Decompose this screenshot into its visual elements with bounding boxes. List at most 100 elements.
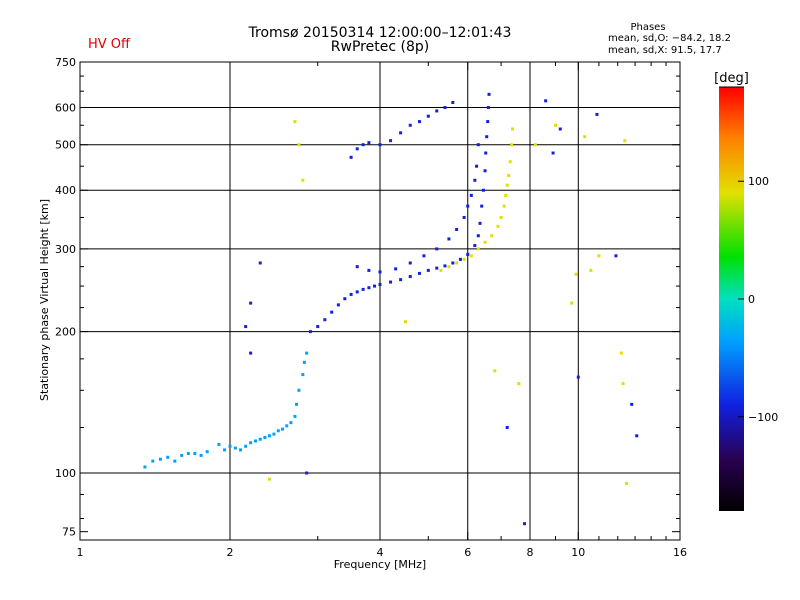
data-point [408,275,412,279]
data-point [143,465,147,469]
data-point [301,373,305,377]
data-point [576,375,580,379]
data-point [510,143,514,147]
data-point [625,481,629,485]
colorbar-label: [deg] [714,71,749,86]
colorbar-tick-label: −100 [748,411,778,424]
data-point [355,265,359,269]
data-point [466,252,470,256]
data-point [435,109,439,113]
phase-stats-x: mean, sd,X: 91.5, 17.7 [608,45,722,56]
data-point [551,151,555,155]
y-tick-label: 75 [62,526,76,539]
x-tick-label: 1 [77,546,84,559]
data-point [293,414,297,418]
data-point [476,234,480,238]
data-point [293,120,297,124]
data-point [305,471,309,475]
data-point [614,254,618,258]
data-point [475,164,479,168]
data-point [249,301,253,305]
data-point [462,215,466,219]
x-tick-label: 10 [571,546,585,559]
data-point [281,427,285,431]
y-tick-label: 500 [55,139,76,152]
data-point [635,434,639,438]
data-point [267,477,271,481]
data-point [253,439,257,443]
data-point [361,143,365,147]
data-point [435,247,439,251]
data-point [417,271,421,275]
data-point [217,442,221,446]
y-tick-label: 300 [55,243,76,256]
colorbar-tick-label: 0 [748,293,755,306]
data-point [595,112,599,116]
data-point [408,261,412,265]
data-point [355,147,359,151]
data-point [451,261,455,265]
data-point [511,127,515,131]
data-point [389,139,393,143]
data-point [508,160,512,164]
data-point [455,261,459,265]
data-point [505,425,509,429]
x-axis-label: Frequency [MHz] [334,558,426,571]
data-point [267,434,271,438]
data-point [389,280,393,284]
data-point [502,204,506,208]
data-point [473,178,477,182]
data-point [263,436,267,440]
data-point [297,143,301,147]
data-point [496,224,500,228]
data-point [343,297,347,301]
axes-layer: 1 2 4 6 8 10 16 75 100 200 300 400 500 600 750 Frequenc… [38,56,687,571]
data-point [378,270,382,274]
data-point [223,448,227,452]
data-point [458,257,462,261]
data-point [597,254,601,258]
x-tick-label: 16 [673,546,687,559]
colorbar: [deg] 100 0 −100 [714,71,778,511]
data-point [476,143,480,147]
data-point [316,325,320,329]
data-point [403,320,407,324]
y-tick-label: 750 [55,56,76,69]
data-point [302,360,306,364]
data-point [301,178,305,182]
data-point [355,290,359,294]
data-point [623,139,627,143]
data-point [244,444,248,448]
data-point [151,459,155,463]
data-point [487,92,491,96]
data-point [330,310,334,314]
data-point [483,169,487,173]
data-point [499,215,503,219]
data-point [484,151,488,155]
data-point [394,267,398,271]
data-point [158,457,162,461]
x-tick-label: 6 [464,546,471,559]
data-point [485,135,489,139]
data-point [476,247,480,251]
data-point [367,141,371,145]
hv-status-label: HV Off [88,37,130,52]
data-point [258,261,262,265]
data-point [305,351,309,355]
data-point [619,351,623,355]
data-point [466,204,470,208]
data-point [205,450,209,454]
data-point [272,432,276,436]
data-point [323,318,327,322]
phases-label: Phases [630,22,666,33]
data-point [295,402,299,406]
data-point [408,123,412,127]
y-tick-label: 100 [55,467,76,480]
data-point [490,234,494,238]
data-point [505,183,509,187]
data-point [544,99,548,103]
data-point [570,301,574,305]
chart-title: Tromsø 20150314 12:00:00–12:01:43 [248,25,512,41]
data-point [478,221,482,225]
